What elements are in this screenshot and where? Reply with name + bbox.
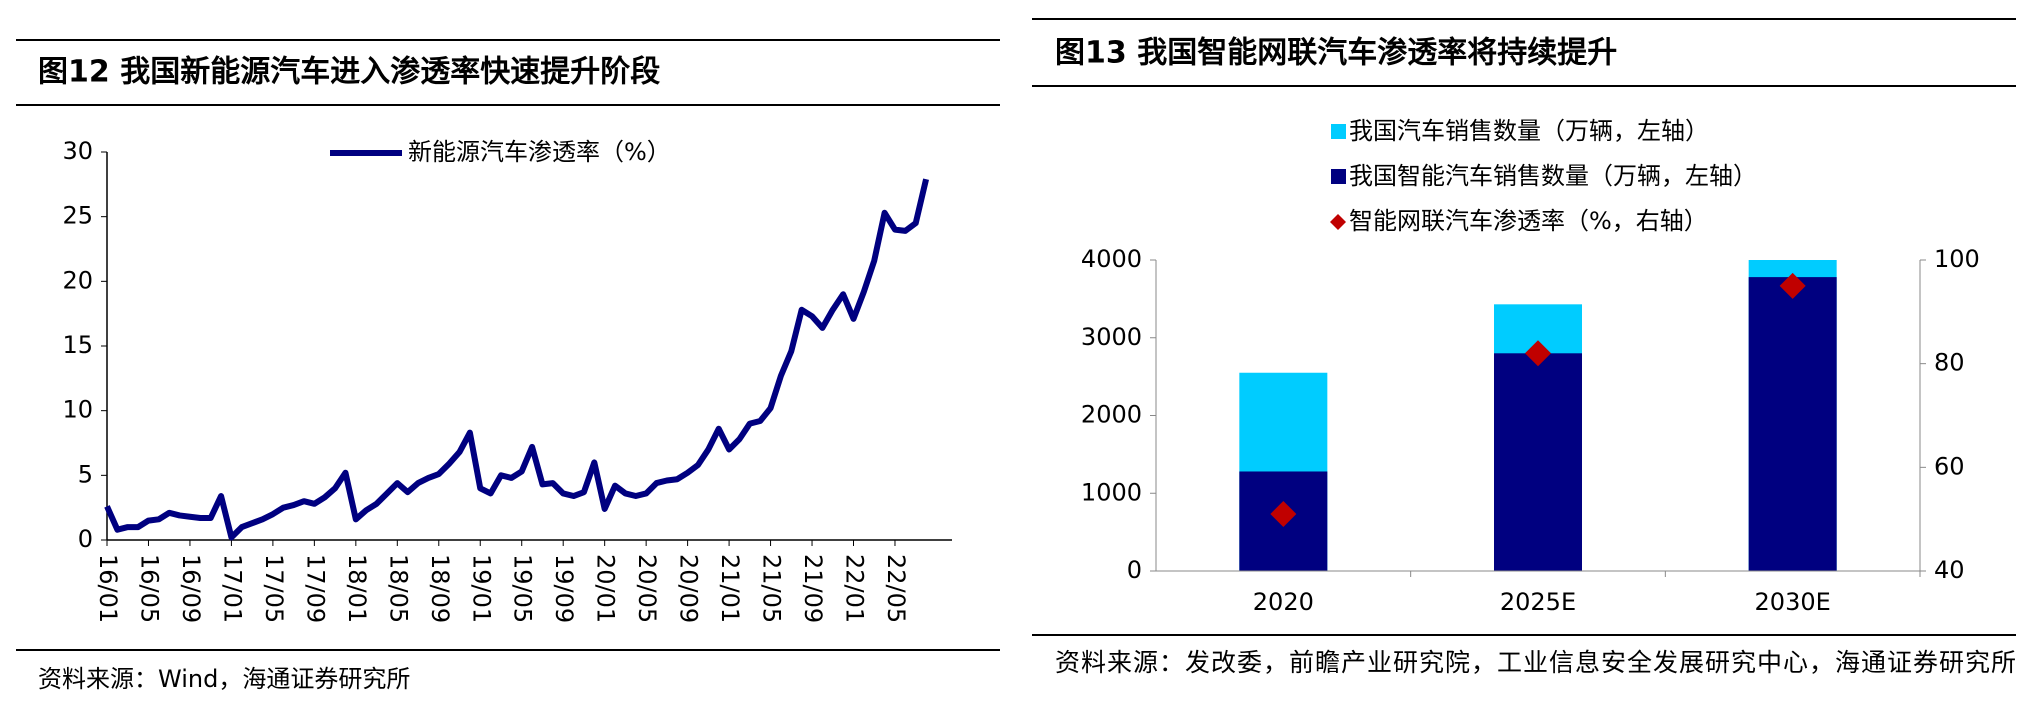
x-tick-label: 22/05: [882, 554, 910, 623]
x-tick-label: 21/01: [716, 554, 744, 623]
chart-title: 图12 我国新能源汽车进入渗透率快速提升阶段: [38, 55, 660, 90]
legend-label: 智能网联汽车渗透率（%，右轴）: [1349, 207, 1708, 235]
y-tick-label: 30: [62, 137, 93, 165]
y2-tick-label: 60: [1934, 452, 1965, 480]
x-tick-label: 18/05: [384, 554, 412, 623]
legend-swatch: [1331, 169, 1346, 184]
y2-tick-label: 40: [1934, 556, 1965, 584]
x-tick-label: 17/01: [218, 554, 246, 623]
chart-title: 图13 我国智能网联汽车渗透率将持续提升: [1055, 36, 1617, 71]
legend-label: 我国智能汽车销售数量（万辆，左轴）: [1349, 162, 1757, 190]
x-tick-label: 17/09: [301, 554, 329, 623]
x-tick-label: 20/05: [633, 554, 661, 623]
y-tick-label: 5: [78, 460, 93, 488]
x-tick-label: 16/05: [135, 554, 163, 623]
marker: [1525, 340, 1551, 367]
marker: [1779, 272, 1806, 299]
x-tick-label: 18/01: [343, 554, 371, 623]
y-tick-label: 3000: [1081, 323, 1142, 351]
x-tick-label: 19/09: [550, 554, 578, 623]
x-tick-label: 20/01: [592, 554, 620, 623]
x-tick-label: 16/01: [94, 554, 122, 623]
x-tick-label: 17/05: [260, 554, 288, 623]
y-tick-label: 1000: [1081, 478, 1142, 506]
legend-swatch: [1330, 214, 1346, 230]
x-tick-label: 16/09: [177, 554, 205, 623]
bar: [1748, 277, 1837, 571]
x-tick-label: 2020: [1253, 588, 1314, 616]
y2-tick-label: 100: [1934, 245, 1980, 273]
line: [104, 178, 929, 541]
x-tick-label: 22/01: [841, 554, 869, 623]
x-tick-label: 19/01: [467, 554, 495, 623]
x-tick-label: 21/09: [799, 554, 827, 623]
y-tick-label: 4000: [1081, 245, 1142, 273]
x-tick-label: 21/05: [758, 554, 786, 623]
y-tick-label: 2000: [1081, 401, 1142, 429]
y-tick-label: 0: [1127, 556, 1142, 584]
source: 资料来源：发改委，前瞻产业研究院，工业信息安全发展研究中心，海通证券研究所: [1055, 648, 2018, 677]
x-tick-label: 18/09: [426, 554, 454, 623]
y-tick-label: 10: [62, 396, 93, 424]
y-tick-label: 25: [62, 202, 93, 230]
marker: [1270, 500, 1297, 527]
y-tick-label: 20: [62, 266, 93, 294]
x-tick-label: 19/05: [509, 554, 537, 623]
y2-tick-label: 80: [1934, 349, 1965, 377]
x-tick-label: 2025E: [1500, 588, 1576, 616]
legend-swatch: [1331, 124, 1346, 139]
legend-label: 新能源汽车渗透率（%）: [408, 138, 671, 166]
x-tick-label: 2030E: [1755, 588, 1831, 616]
source: 资料来源：Wind，海通证券研究所: [38, 665, 410, 693]
y-tick-label: 0: [78, 525, 93, 553]
bar: [1494, 353, 1582, 571]
legend-label: 我国汽车销售数量（万辆，左轴）: [1349, 117, 1709, 145]
x-tick-label: 20/09: [675, 554, 703, 623]
y-tick-label: 15: [62, 331, 93, 359]
